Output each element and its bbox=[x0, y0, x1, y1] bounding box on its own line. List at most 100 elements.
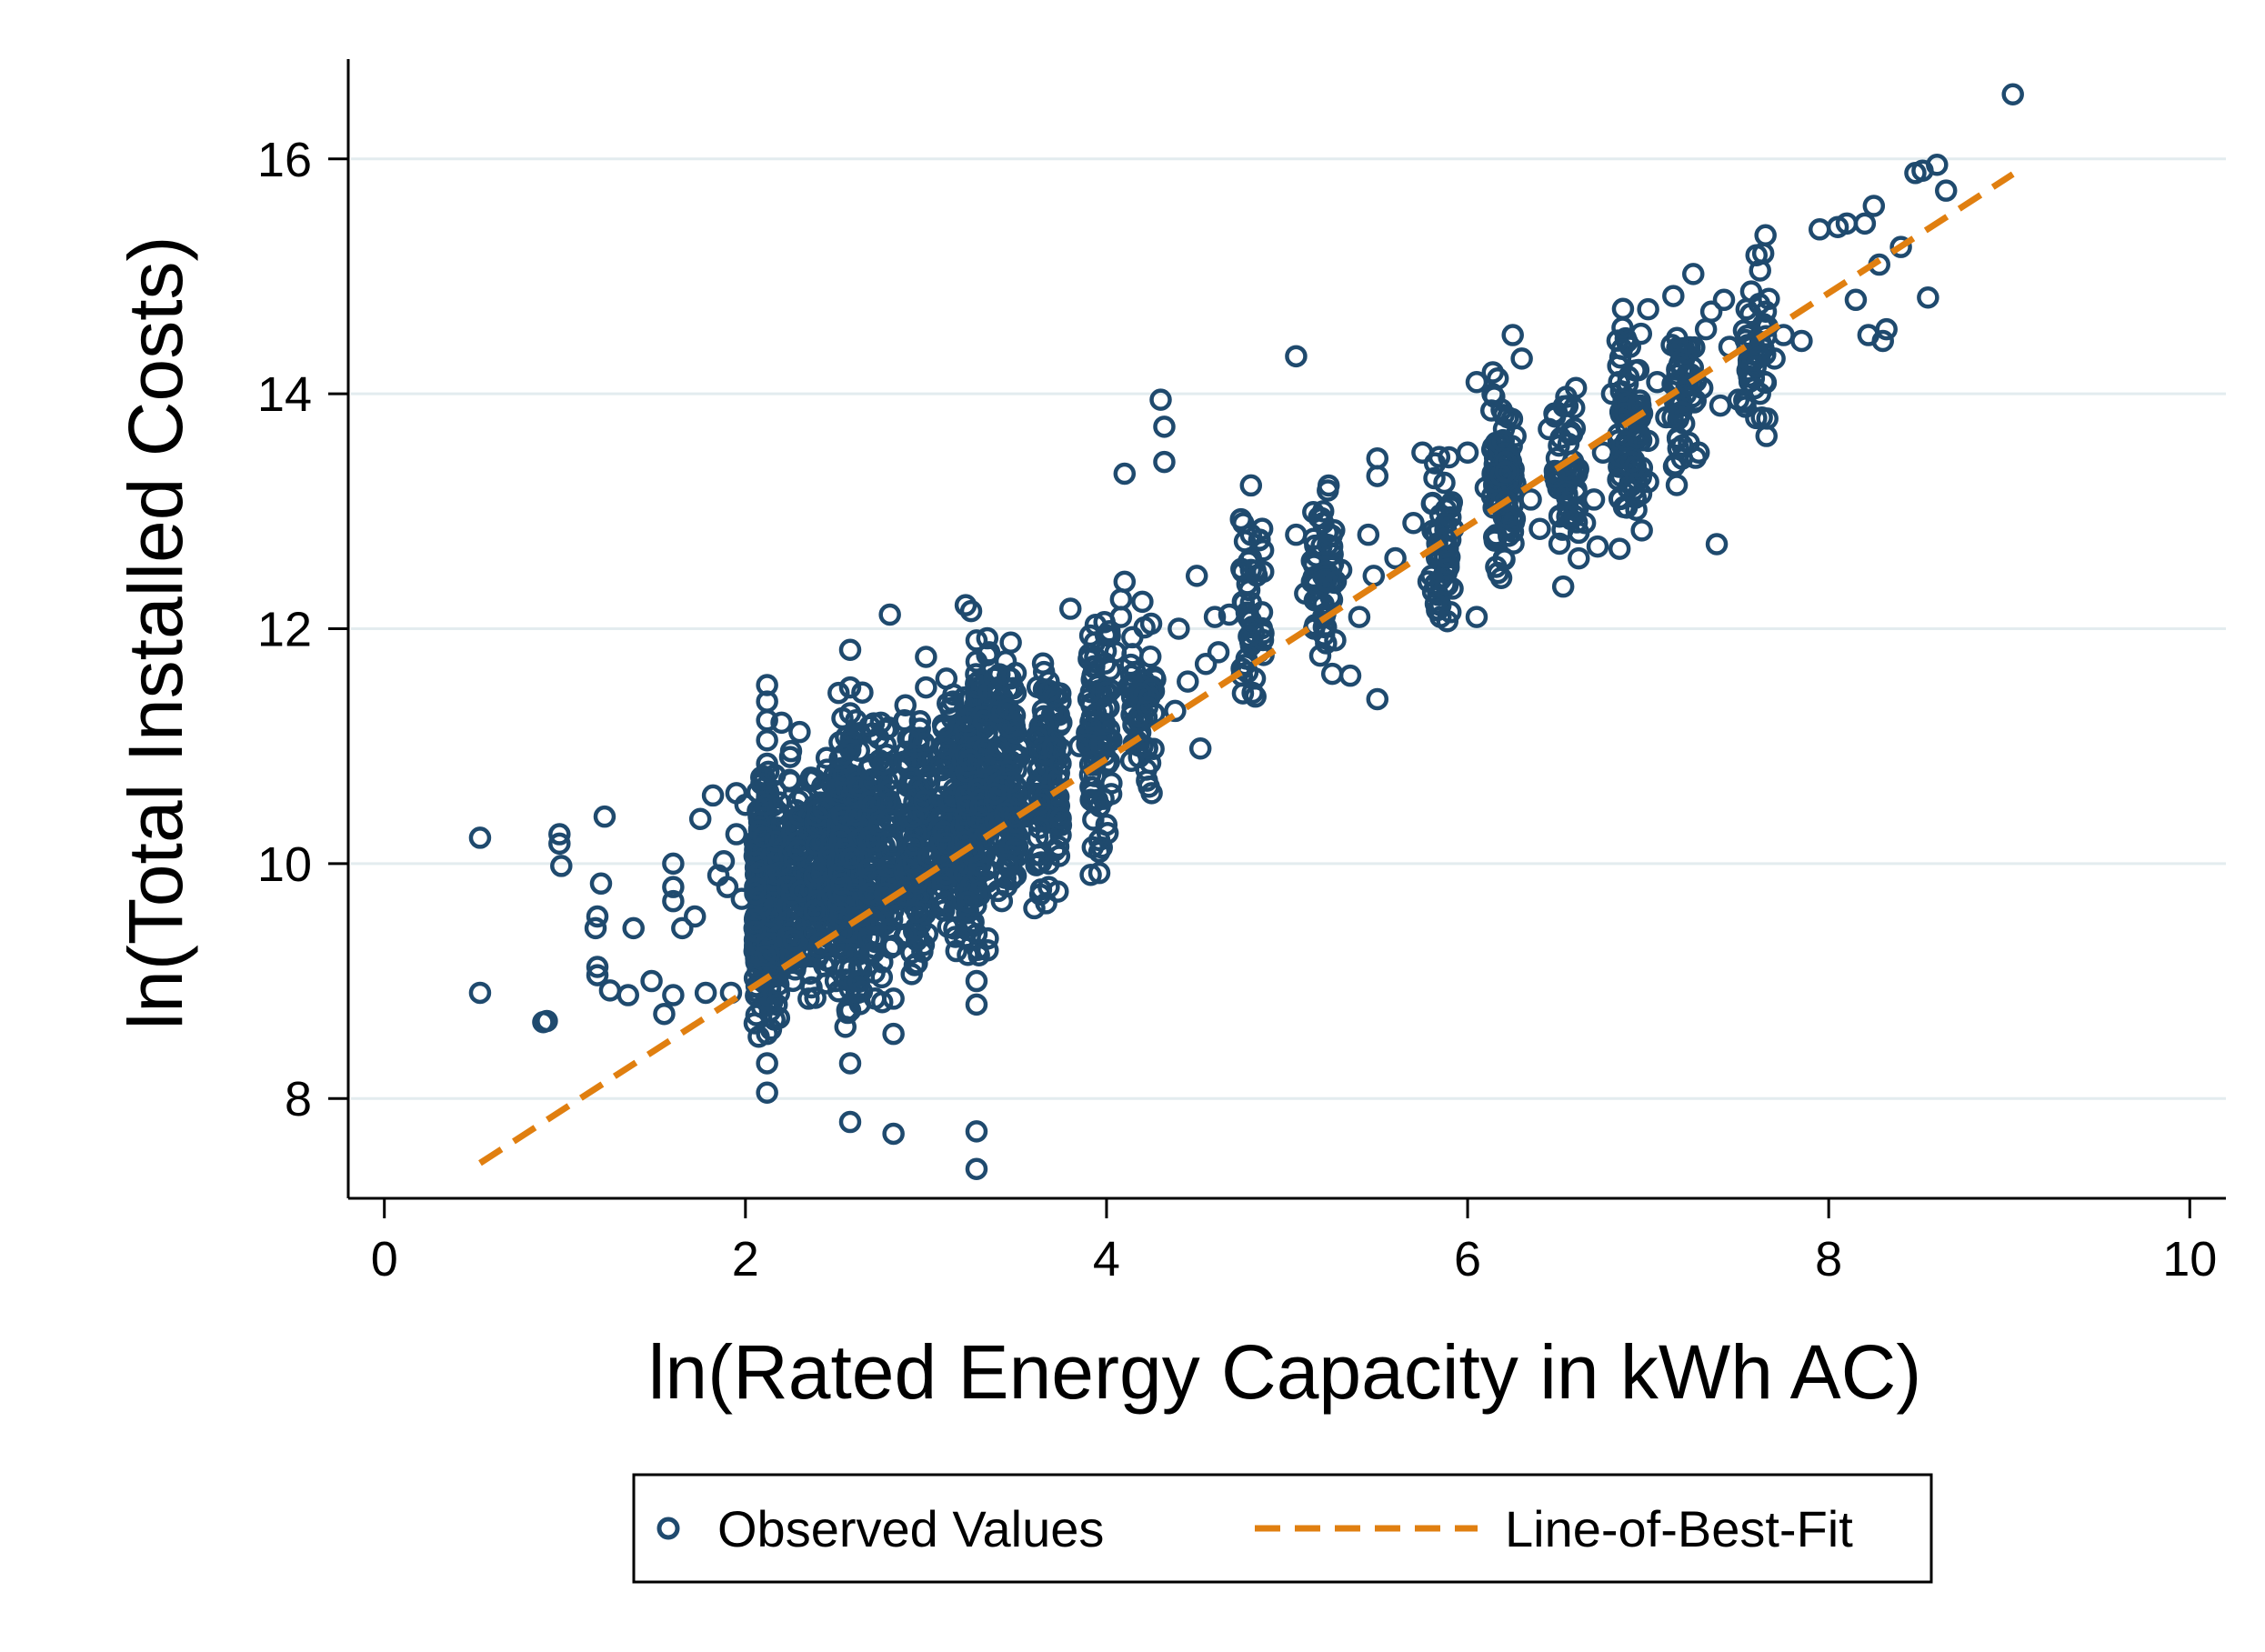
data-point bbox=[1853, 212, 1877, 235]
data-point bbox=[1742, 366, 1766, 390]
data-point bbox=[1862, 195, 1886, 217]
data-point bbox=[1428, 446, 1451, 468]
data-point bbox=[1739, 303, 1762, 325]
data-point bbox=[598, 979, 622, 1002]
data-point bbox=[1083, 631, 1107, 654]
data-point bbox=[863, 908, 886, 932]
data-point bbox=[959, 599, 983, 623]
data-point bbox=[548, 832, 571, 856]
data-point bbox=[1564, 499, 1588, 522]
data-point bbox=[1629, 466, 1652, 488]
data-point bbox=[965, 993, 988, 1016]
data-point bbox=[966, 676, 989, 699]
data-point bbox=[1871, 329, 1894, 353]
data-point bbox=[915, 676, 937, 699]
data-point bbox=[838, 738, 862, 762]
data-point bbox=[1608, 537, 1631, 560]
data-point bbox=[1844, 288, 1868, 312]
data-point bbox=[1317, 479, 1339, 502]
data-point bbox=[895, 740, 917, 764]
data-point bbox=[830, 816, 854, 838]
data-point bbox=[1669, 338, 1692, 362]
data-point bbox=[906, 901, 928, 924]
y-tick-label: 16 bbox=[257, 133, 312, 187]
data-point bbox=[838, 1052, 862, 1075]
data-point bbox=[536, 1009, 558, 1033]
data-point bbox=[1028, 793, 1051, 816]
data-point bbox=[1669, 400, 1693, 424]
data-point bbox=[770, 711, 793, 735]
data-point bbox=[1028, 843, 1052, 866]
data-point bbox=[1737, 334, 1759, 356]
data-point bbox=[1095, 681, 1117, 704]
data-point bbox=[788, 720, 811, 744]
data-point bbox=[1917, 285, 1939, 309]
data-point bbox=[1497, 405, 1519, 429]
data-point bbox=[878, 603, 901, 626]
data-point bbox=[756, 1052, 778, 1075]
data-point bbox=[958, 748, 982, 772]
data-point bbox=[1439, 506, 1462, 529]
data-point bbox=[752, 826, 775, 849]
data-point bbox=[1790, 329, 1813, 353]
data-point bbox=[967, 938, 989, 962]
data-point bbox=[1465, 606, 1488, 628]
data-point bbox=[1567, 546, 1590, 570]
data-point bbox=[1808, 218, 1831, 241]
data-point bbox=[548, 823, 571, 846]
data-point bbox=[756, 1081, 778, 1104]
data-point bbox=[1076, 733, 1098, 756]
data-point bbox=[756, 728, 778, 752]
data-point bbox=[882, 1122, 905, 1146]
data-point bbox=[1555, 385, 1578, 408]
data-point bbox=[1121, 643, 1144, 666]
data-point bbox=[1194, 653, 1218, 676]
data-point bbox=[1485, 524, 1508, 546]
data-point bbox=[1875, 317, 1898, 341]
legend-label-observed: Observed Values bbox=[717, 1500, 1104, 1557]
data-point bbox=[857, 954, 880, 976]
data-point bbox=[1494, 450, 1518, 474]
data-point bbox=[1119, 664, 1143, 687]
data-point bbox=[915, 646, 937, 668]
data-point bbox=[987, 700, 1009, 724]
data-point bbox=[965, 969, 988, 993]
data-point bbox=[1031, 736, 1054, 760]
data-point bbox=[858, 830, 881, 853]
data-point bbox=[1138, 646, 1162, 668]
data-point bbox=[1238, 625, 1260, 648]
data-point bbox=[1348, 606, 1371, 628]
data-point bbox=[1000, 756, 1023, 778]
data-point bbox=[901, 806, 925, 828]
data-point bbox=[1607, 468, 1629, 491]
data-point bbox=[965, 1120, 988, 1143]
data-point bbox=[827, 862, 851, 885]
data-point bbox=[1079, 680, 1103, 704]
data-point bbox=[994, 866, 1017, 889]
data-point bbox=[984, 782, 1007, 806]
data-point bbox=[1682, 263, 1705, 285]
data-point bbox=[1436, 610, 1459, 633]
data-point bbox=[1424, 592, 1448, 616]
data-point bbox=[1302, 501, 1325, 524]
data-point bbox=[1032, 714, 1055, 736]
data-point bbox=[1548, 532, 1571, 556]
data-point bbox=[1519, 488, 1542, 511]
data-point bbox=[1096, 696, 1118, 719]
data-point bbox=[1082, 791, 1106, 814]
y-axis-title: ln(Total Installed Costs) bbox=[113, 235, 198, 1029]
fit-line-layer bbox=[478, 171, 2015, 1166]
data-point bbox=[1402, 511, 1425, 535]
data-point bbox=[1362, 565, 1386, 587]
data-point bbox=[1699, 300, 1723, 323]
data-point bbox=[1251, 560, 1275, 584]
data-point bbox=[716, 876, 739, 898]
data-point bbox=[956, 890, 979, 914]
data-point bbox=[965, 1157, 988, 1180]
data-point bbox=[1744, 355, 1768, 378]
data-point bbox=[1285, 523, 1308, 546]
data-point bbox=[1164, 699, 1187, 723]
data-point bbox=[616, 984, 640, 1006]
data-point bbox=[829, 901, 852, 925]
data-point bbox=[935, 667, 958, 690]
